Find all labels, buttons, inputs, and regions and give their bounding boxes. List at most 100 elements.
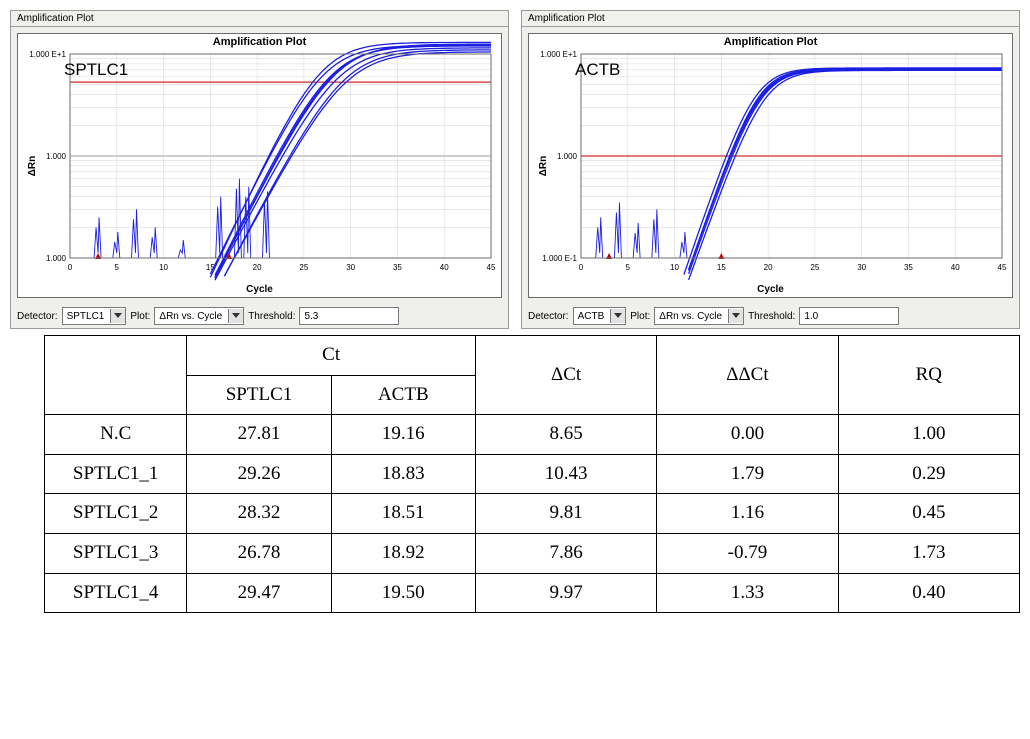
actb-panel: Amplification Plot Amplification Plot AC… [521, 10, 1020, 329]
plot-title-right: Amplification Plot [529, 36, 1012, 48]
xlabel-right: Cycle [529, 284, 1012, 297]
svg-text:10: 10 [670, 263, 679, 272]
ylabel-right: ΔRn [538, 155, 549, 176]
svg-text:1.000 E+1: 1.000 E+1 [29, 50, 66, 59]
svg-text:10: 10 [159, 263, 168, 272]
svg-text:1.000 E+1: 1.000 E+1 [540, 50, 577, 59]
table-cell: 0.29 [838, 454, 1019, 494]
svg-text:45: 45 [998, 263, 1007, 272]
actb-plot-area: Amplification Plot ACTB ΔRn 1.000 E-1 1.0… [528, 33, 1013, 298]
table-cell: 18.92 [331, 533, 475, 573]
table-cell: 18.51 [331, 494, 475, 534]
detector-dropdown-right[interactable]: ACTB [573, 307, 627, 325]
svg-text:20: 20 [253, 263, 262, 272]
threshold-input-left[interactable]: 5.3 [299, 307, 399, 325]
plot-value-right: ΔRn vs. Cycle [659, 311, 722, 322]
table-cell: 1.16 [657, 494, 838, 534]
svg-text:45: 45 [487, 263, 496, 272]
sptlc1-plot-area: Amplification Plot SPTLC1 ΔRn 1.000 1.000… [17, 33, 502, 298]
sptlc1-panel: Amplification Plot Amplification Plot SP… [10, 10, 509, 329]
svg-text:25: 25 [299, 263, 308, 272]
table-header-dct: ΔCt [475, 336, 656, 415]
threshold-label-left: Threshold: [248, 311, 295, 322]
table-header-row-1: Ct ΔCt ΔΔCt RQ [45, 336, 1020, 376]
table-cell: SPTLC1_2 [45, 494, 187, 534]
detector-dropdown-left[interactable]: SPTLC1 [62, 307, 127, 325]
table-cell: 27.81 [187, 415, 331, 455]
plot-label-left: Plot: [130, 311, 150, 322]
chevron-down-icon [610, 309, 625, 323]
table-header-blank [45, 336, 187, 415]
table-cell: 10.43 [475, 454, 656, 494]
threshold-input-right[interactable]: 1.0 [799, 307, 899, 325]
svg-text:35: 35 [904, 263, 913, 272]
table-row: SPTLC1_429.4719.509.971.330.40 [45, 573, 1020, 613]
table-cell: 19.50 [331, 573, 475, 613]
chevron-down-icon [110, 309, 125, 323]
svg-text:0: 0 [579, 263, 584, 272]
table-cell: 28.32 [187, 494, 331, 534]
table-cell: 1.73 [838, 533, 1019, 573]
table-cell: SPTLC1_3 [45, 533, 187, 573]
amplification-plots-row: Amplification Plot Amplification Plot SP… [10, 10, 1020, 329]
svg-text:15: 15 [717, 263, 726, 272]
svg-text:40: 40 [951, 263, 960, 272]
table-header-ddct: ΔΔCt [657, 336, 838, 415]
svg-text:1.000: 1.000 [46, 152, 67, 161]
plot-dropdown-right[interactable]: ΔRn vs. Cycle [654, 307, 744, 325]
plot-label-right: Plot: [630, 311, 650, 322]
plot-dropdown-left[interactable]: ΔRn vs. Cycle [154, 307, 244, 325]
table-header-ct: Ct [187, 336, 476, 376]
table-header-rq: RQ [838, 336, 1019, 415]
plot-title-left: Amplification Plot [18, 36, 501, 48]
table-row: SPTLC1_326.7818.927.86-0.791.73 [45, 533, 1020, 573]
detector-label-right: Detector: [528, 311, 569, 322]
table-cell: 0.00 [657, 415, 838, 455]
panel-header-left: Amplification Plot [11, 11, 508, 27]
svg-text:25: 25 [810, 263, 819, 272]
detector-value-right: ACTB [578, 311, 605, 322]
svg-text:30: 30 [857, 263, 866, 272]
xlabel-left: Cycle [18, 284, 501, 297]
table-cell: 18.83 [331, 454, 475, 494]
table-cell: 9.81 [475, 494, 656, 534]
table-cell: SPTLC1_1 [45, 454, 187, 494]
svg-text:5: 5 [115, 263, 120, 272]
gene-label-actb: ACTB [575, 60, 620, 80]
panel-header-right: Amplification Plot [522, 11, 1019, 27]
table-cell: -0.79 [657, 533, 838, 573]
ylabel-left: ΔRn [27, 155, 38, 176]
table-cell: 26.78 [187, 533, 331, 573]
table-cell: N.C [45, 415, 187, 455]
svg-text:1.000: 1.000 [557, 152, 578, 161]
plot-value-left: ΔRn vs. Cycle [159, 311, 222, 322]
table-cell: 29.26 [187, 454, 331, 494]
ct-data-table: Ct ΔCt ΔΔCt RQ SPTLC1 ACTB N.C27.8119.16… [44, 335, 1020, 613]
chevron-down-icon [728, 309, 743, 323]
detector-value-left: SPTLC1 [67, 311, 105, 322]
svg-text:20: 20 [764, 263, 773, 272]
table-row: N.C27.8119.168.650.001.00 [45, 415, 1020, 455]
table-header-actb: ACTB [331, 375, 475, 415]
gene-label-sptlc1: SPTLC1 [64, 60, 128, 80]
threshold-label-right: Threshold: [748, 311, 795, 322]
chevron-down-icon [228, 309, 243, 323]
svg-text:30: 30 [346, 263, 355, 272]
svg-text:5: 5 [626, 263, 631, 272]
svg-text:1.000 E-1: 1.000 E-1 [542, 254, 577, 263]
table-cell: SPTLC1_4 [45, 573, 187, 613]
table-cell: 0.45 [838, 494, 1019, 534]
table-cell: 1.00 [838, 415, 1019, 455]
table-body: N.C27.8119.168.650.001.00SPTLC1_129.2618… [45, 415, 1020, 613]
svg-text:0: 0 [68, 263, 73, 272]
table-cell: 0.40 [838, 573, 1019, 613]
controls-right: Detector: ACTB Plot: ΔRn vs. Cycle Thres… [522, 304, 1019, 328]
svg-text:40: 40 [440, 263, 449, 272]
table-cell: 9.97 [475, 573, 656, 613]
table-cell: 19.16 [331, 415, 475, 455]
table-cell: 1.33 [657, 573, 838, 613]
table-row: SPTLC1_129.2618.8310.431.790.29 [45, 454, 1020, 494]
table-cell: 29.47 [187, 573, 331, 613]
table-cell: 7.86 [475, 533, 656, 573]
controls-left: Detector: SPTLC1 Plot: ΔRn vs. Cycle Thr… [11, 304, 508, 328]
